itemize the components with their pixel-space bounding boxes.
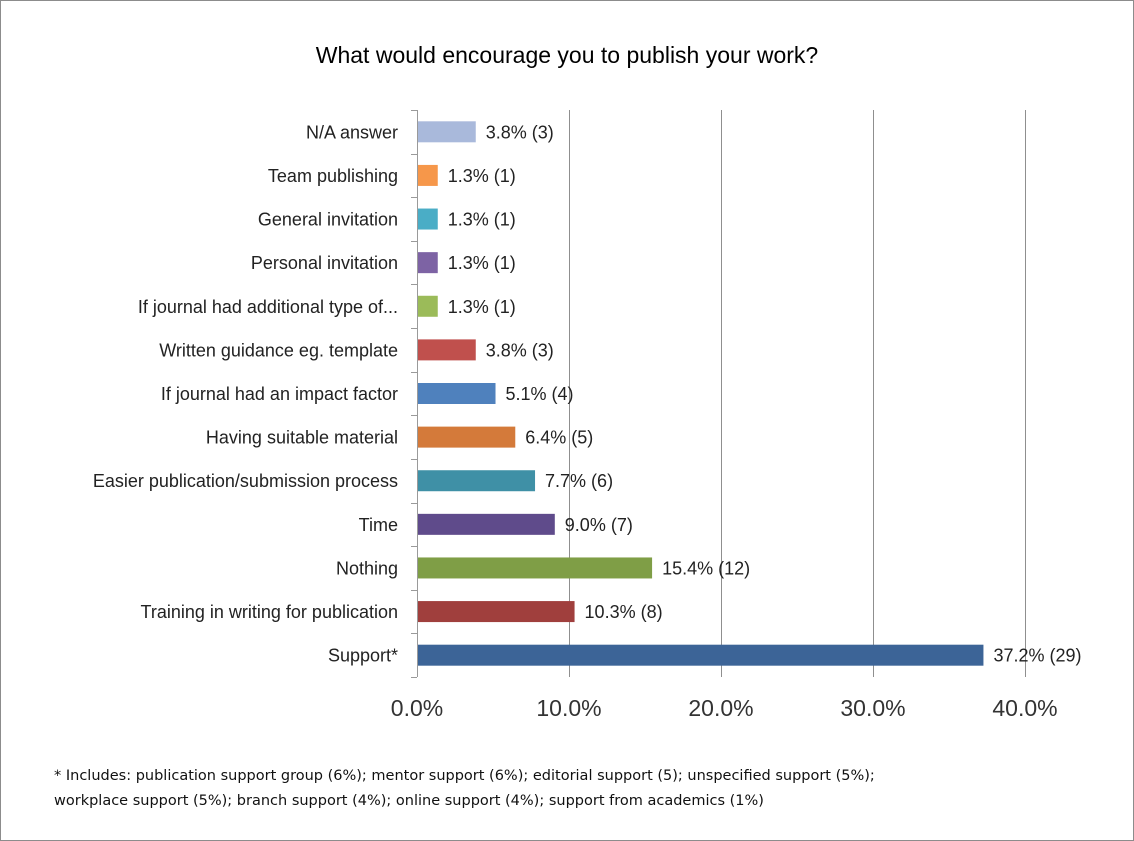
category-label: If journal had additional type of... bbox=[138, 297, 398, 317]
category-label: Training in writing for publication bbox=[141, 602, 398, 622]
data-label: 5.1% (4) bbox=[506, 384, 574, 404]
category-labels: N/A answer Team publishing General invitat… bbox=[93, 122, 398, 665]
data-label: 10.3% (8) bbox=[585, 602, 663, 622]
bar bbox=[418, 121, 476, 143]
bar bbox=[418, 208, 438, 230]
bar bbox=[418, 426, 516, 448]
x-axis-ticks: 0.0% 10.0% 20.0% 30.0% 40.0% bbox=[391, 695, 1058, 721]
category-label: Personal invitation bbox=[251, 253, 398, 273]
bar bbox=[418, 295, 438, 317]
x-tick-label: 20.0% bbox=[688, 695, 753, 721]
bar bbox=[418, 513, 555, 535]
footnote-text-1: Includes: publication support group (6%)… bbox=[61, 768, 875, 784]
data-label: 1.3% (1) bbox=[448, 210, 516, 230]
category-label: Nothing bbox=[336, 558, 398, 578]
data-label: 37.2% (29) bbox=[993, 646, 1081, 666]
x-tick-label: 10.0% bbox=[536, 695, 601, 721]
bar bbox=[418, 383, 496, 404]
category-label: Having suitable material bbox=[206, 428, 398, 448]
x-tick-label: 0.0% bbox=[391, 695, 443, 721]
category-label: N/A answer bbox=[306, 122, 398, 142]
category-label: Support* bbox=[328, 646, 398, 666]
bar bbox=[418, 470, 536, 492]
category-label: General invitation bbox=[258, 210, 398, 230]
footnote-line-2: workplace support (5%); branch support (… bbox=[54, 793, 764, 809]
chart-title: What would encourage you to publish your… bbox=[316, 42, 818, 68]
data-label: 6.4% (5) bbox=[525, 428, 593, 448]
data-labels: 3.8% (3) 1.3% (1) 1.3% (1) 1.3% (1) 1.3% (1)… bbox=[448, 122, 1082, 665]
x-tick-label: 30.0% bbox=[840, 695, 905, 721]
bar bbox=[418, 252, 438, 274]
bar bbox=[418, 164, 438, 186]
data-label: 1.3% (1) bbox=[448, 253, 516, 273]
data-label: 3.8% (3) bbox=[486, 340, 554, 360]
data-label: 1.3% (1) bbox=[448, 297, 516, 317]
footnote-marker: * bbox=[54, 768, 62, 784]
data-label: 3.8% (3) bbox=[486, 122, 554, 142]
data-label: 9.0% (7) bbox=[565, 515, 633, 535]
bars bbox=[418, 121, 984, 666]
x-tick-label: 40.0% bbox=[992, 695, 1057, 721]
bar bbox=[418, 557, 653, 579]
bar bbox=[418, 339, 476, 361]
bar bbox=[418, 601, 575, 623]
data-label: 15.4% (12) bbox=[662, 558, 750, 578]
category-label: Team publishing bbox=[268, 166, 398, 186]
category-label: Easier publication/submission process bbox=[93, 471, 398, 491]
data-label: 1.3% (1) bbox=[448, 166, 516, 186]
category-label: If journal had an impact factor bbox=[161, 384, 398, 404]
data-label: 7.7% (6) bbox=[545, 471, 613, 491]
category-label: Time bbox=[359, 515, 398, 535]
footnote: * Includes: publication support group (6… bbox=[54, 764, 1094, 814]
gridlines bbox=[411, 110, 1026, 678]
category-label: Written guidance eg. template bbox=[159, 340, 398, 360]
footnote-line-1: * Includes: publication support group (6… bbox=[54, 764, 1094, 789]
bar bbox=[418, 644, 984, 666]
